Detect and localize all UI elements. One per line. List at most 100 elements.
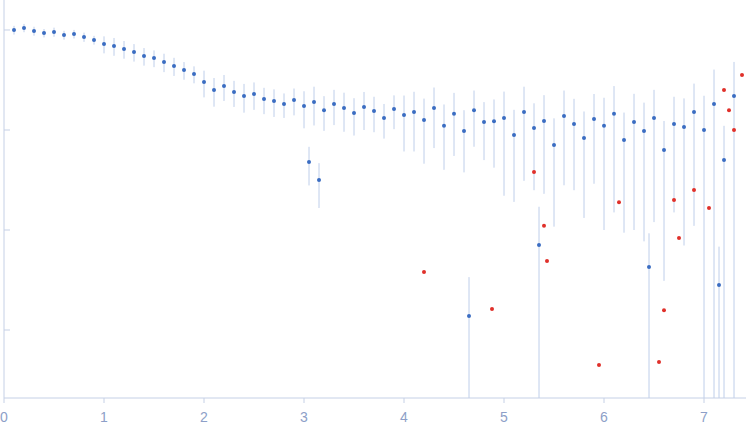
data-point [322,108,326,112]
error-bar [414,92,415,152]
data-point [192,72,196,76]
data-point [92,38,96,42]
error-bar [654,90,655,222]
data-point [302,104,306,108]
error-bar [649,233,650,398]
data-point [522,110,526,114]
error-bar [444,104,445,169]
error-bar [469,277,470,398]
data-point [692,188,696,192]
error-bar [474,91,475,147]
data-point [222,84,226,88]
data-point [162,60,166,64]
data-point [582,136,586,140]
data-point [132,50,136,54]
error-bar [334,90,335,125]
x-tick-label: 1 [100,409,108,425]
error-bar [254,82,255,109]
data-point [707,206,711,210]
error-bar [344,93,345,132]
plot-area [12,24,744,398]
data-point [317,178,321,182]
error-bar [734,62,735,398]
error-bar [624,113,625,233]
error-bar [604,98,605,230]
data-point [677,236,681,240]
data-point [307,160,311,164]
data-point [242,94,246,98]
data-point [602,124,606,128]
error-bar [394,95,395,129]
data-point [717,283,721,287]
data-point [592,117,596,121]
error-bar [304,91,305,128]
data-point [622,138,626,142]
error-bar [719,247,720,398]
data-point [152,56,156,60]
data-point [545,259,549,263]
data-point [292,98,296,102]
data-point [172,64,176,68]
data-point [732,94,736,98]
data-point [657,360,661,364]
data-point [692,110,696,114]
error-bar [309,147,310,186]
error-bar [524,87,525,181]
data-point [652,116,656,120]
data-point [732,128,736,132]
data-point [52,30,56,34]
error-bar [634,94,635,230]
error-bar [644,103,645,242]
data-point [62,33,66,37]
data-point [102,42,106,46]
error-bar [584,111,585,217]
data-point [617,200,621,204]
data-point [12,28,16,32]
data-point [662,148,666,152]
x-tick [704,398,705,403]
data-point [212,88,216,92]
data-point [142,54,146,58]
data-point [682,125,686,129]
data-point [372,109,376,113]
error-bar [424,99,425,164]
data-point [262,97,266,101]
data-point [352,111,356,115]
error-bar [324,96,325,131]
data-point [727,108,731,112]
data-point [232,90,236,94]
data-point [612,112,616,116]
x-tick-label: 4 [400,409,408,425]
x-tick-label: 0 [0,409,8,425]
error-bar [464,110,465,172]
data-point [202,80,206,84]
data-point [632,120,636,124]
data-point [532,126,536,130]
data-point [392,107,396,111]
error-bar [504,92,505,196]
error-bar [314,87,315,126]
data-point [647,265,651,269]
error-bar [434,88,435,149]
y-tick [4,130,10,131]
error-bar [539,207,540,398]
data-point [490,307,494,311]
data-point [740,73,744,77]
error-bar [694,84,695,226]
data-point [542,224,546,228]
x-axis [4,398,746,399]
data-point [442,124,446,128]
data-point [712,102,716,106]
error-bar [204,71,205,98]
error-bar [404,96,405,152]
error-bar [354,98,355,135]
data-point [642,129,646,133]
data-point [662,308,666,312]
data-point [722,158,726,162]
data-point [537,243,541,247]
y-tick [4,29,10,30]
error-bar [574,99,575,190]
data-point [312,100,316,104]
x-tick [604,398,605,403]
data-point [532,170,536,174]
